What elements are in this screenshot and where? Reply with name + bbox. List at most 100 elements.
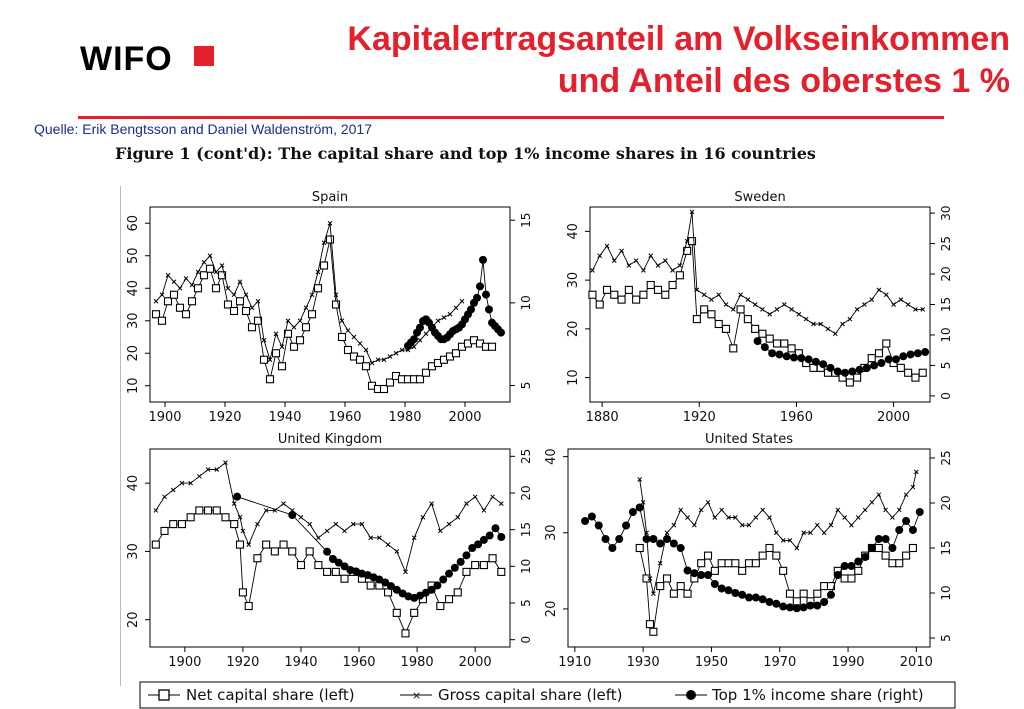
point-net-capital-share <box>896 363 905 372</box>
legend-net-label: Net capital share (left) <box>186 686 355 704</box>
legend-net-marker <box>158 689 170 701</box>
point-gross-capital-share <box>801 530 806 536</box>
point-net-capital-share <box>639 290 648 299</box>
series-line-gross-capital-share <box>639 471 917 594</box>
point-gross-capital-share <box>712 515 718 520</box>
point-gross-capital-share <box>698 507 704 513</box>
point-top1-income-share <box>482 290 490 299</box>
point-gross-capital-share <box>368 535 373 541</box>
point-net-capital-share <box>271 349 281 358</box>
point-gross-capital-share <box>387 354 393 359</box>
point-net-capital-share <box>331 300 341 309</box>
x-tick-label: 1960 <box>328 410 361 425</box>
point-gross-capital-share <box>611 258 617 263</box>
point-net-capital-share <box>436 601 445 611</box>
point-top1-income-share <box>594 521 603 530</box>
point-gross-capital-share <box>315 269 321 275</box>
point-net-capital-share <box>223 300 233 309</box>
x-tick-label: 1900 <box>148 410 181 425</box>
point-net-capital-share <box>205 264 215 273</box>
point-net-capital-share <box>296 561 306 570</box>
point-net-capital-share <box>401 629 410 638</box>
y-right-tick-label: 25 <box>939 236 953 251</box>
point-top1-income-share <box>892 355 900 364</box>
point-top1-income-share <box>915 508 924 516</box>
point-net-capital-share <box>289 342 299 351</box>
point-gross-capital-share <box>746 522 752 528</box>
point-gross-capital-share <box>393 350 399 356</box>
point-net-capital-share <box>765 543 774 553</box>
point-gross-capital-share <box>159 292 165 298</box>
point-gross-capital-share <box>803 316 809 322</box>
x-tick-label: 1940 <box>268 410 301 425</box>
point-gross-capital-share <box>821 530 827 536</box>
point-gross-capital-share <box>179 480 185 486</box>
point-net-capital-share <box>765 334 774 343</box>
point-net-capital-share <box>717 559 726 568</box>
point-gross-capital-share <box>309 292 315 298</box>
point-net-capital-share <box>151 310 161 319</box>
point-net-capital-share <box>253 316 263 325</box>
x-tick-label: 1940 <box>284 655 317 670</box>
point-gross-capital-share <box>231 501 237 506</box>
x-tick-label: 1960 <box>780 410 813 425</box>
legend-top-label: Top 1% income share (right) <box>711 686 924 704</box>
point-top1-income-share <box>474 540 483 549</box>
point-top1-income-share <box>439 575 448 584</box>
point-net-capital-share <box>262 540 271 549</box>
point-gross-capital-share <box>664 530 670 536</box>
point-top1-income-share <box>881 535 890 543</box>
x-tick-label: 2000 <box>877 410 910 425</box>
point-gross-capital-share <box>604 243 610 249</box>
point-gross-capital-share <box>619 248 624 254</box>
point-top1-income-share <box>902 517 911 525</box>
source-note: Quelle: Erik Bengtsson and Daniel Walden… <box>34 121 372 137</box>
point-gross-capital-share <box>351 334 357 340</box>
point-net-capital-share <box>772 339 782 348</box>
point-net-capital-share <box>313 284 323 293</box>
point-gross-capital-share <box>219 263 225 268</box>
point-gross-capital-share <box>321 240 327 246</box>
point-top1-income-share <box>895 526 904 534</box>
point-top1-income-share <box>710 580 719 588</box>
point-top1-income-share <box>899 352 908 361</box>
point-top1-income-share <box>768 349 777 358</box>
point-net-capital-share <box>169 520 178 529</box>
point-gross-capital-share <box>307 521 313 527</box>
panel-title: United States <box>705 432 793 447</box>
point-net-capital-share <box>361 362 371 371</box>
point-net-capital-share <box>642 574 651 583</box>
point-net-capital-share <box>588 290 597 299</box>
point-net-capital-share <box>724 559 733 568</box>
point-gross-capital-share <box>273 331 279 337</box>
point-gross-capital-share <box>842 515 847 520</box>
point-gross-capital-share <box>854 307 860 312</box>
point-gross-capital-share <box>726 515 731 520</box>
point-gross-capital-share <box>197 473 202 479</box>
point-top1-income-share <box>867 544 876 552</box>
point-net-capital-share <box>882 339 891 348</box>
point-net-capital-share <box>787 344 796 353</box>
point-gross-capital-share <box>435 318 441 324</box>
x-tick-label: 1960 <box>342 655 375 670</box>
x-tick-label: 1920 <box>683 410 716 425</box>
point-net-capital-share <box>624 285 633 294</box>
point-gross-capital-share <box>237 279 243 285</box>
point-top1-income-share <box>790 353 798 362</box>
y-right-tick-label: 10 <box>519 295 533 310</box>
point-top1-income-share <box>323 547 332 556</box>
y-left-tick-label: 20 <box>126 611 141 628</box>
point-gross-capital-share <box>303 305 309 311</box>
plot-frame <box>149 206 511 403</box>
point-net-capital-share <box>283 329 293 338</box>
series-line-top1-income-share <box>584 506 921 609</box>
point-top1-income-share <box>847 562 856 570</box>
point-top1-income-share <box>848 367 857 376</box>
point-gross-capital-share <box>705 499 711 505</box>
point-top1-income-share <box>819 360 828 369</box>
y-left-tick-label: 40 <box>126 475 141 492</box>
y-right-tick-label: 15 <box>939 540 953 555</box>
point-gross-capital-share <box>701 292 707 298</box>
point-net-capital-share <box>238 588 247 597</box>
